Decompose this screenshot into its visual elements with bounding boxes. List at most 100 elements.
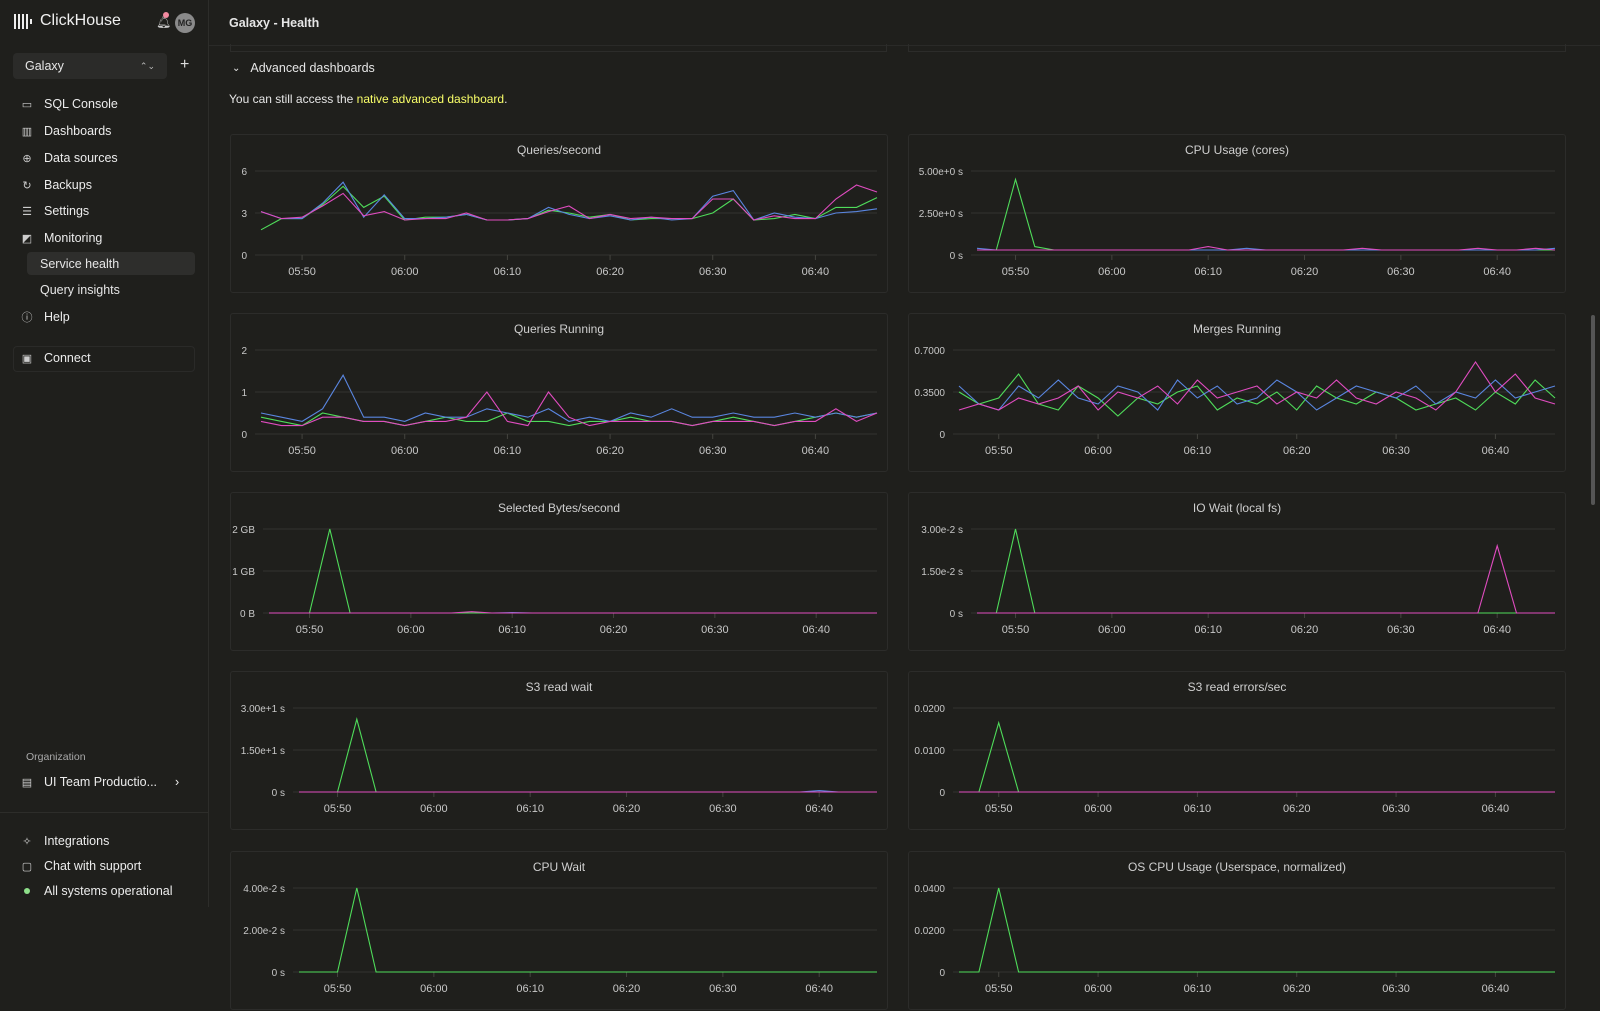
series-line (959, 380, 1555, 410)
page-title: Galaxy - Health (229, 16, 319, 30)
x-tick-label: 06:00 (1098, 624, 1126, 636)
clickhouse-logo[interactable]: ClickHouse (14, 12, 121, 30)
sliders-icon: ☰ (20, 205, 34, 218)
sidebar-item-service-health[interactable]: Service health (27, 252, 195, 275)
sidebar-item-integrations[interactable]: ✧Integrations (20, 834, 109, 848)
y-tick-label: 5.00e+0 s (919, 167, 963, 178)
data-sources-icon: ⊕ (20, 152, 34, 165)
y-tick-label: 0 s (272, 788, 285, 799)
x-tick-label: 06:30 (709, 803, 737, 815)
sidebar-item-sql-console[interactable]: ▭SQL Console (20, 97, 118, 111)
y-tick-label: 0 (939, 968, 945, 979)
sidebar-item-label: Backups (44, 178, 92, 192)
sidebar-item-dashboards[interactable]: ▥ Dashboards (20, 124, 111, 138)
notification-dot (163, 12, 169, 18)
y-tick-label: 0.0100 (914, 746, 945, 757)
monitoring-icon: ◩ (20, 232, 34, 245)
x-tick-label: 06:40 (1483, 266, 1511, 278)
chevron-down-icon: ⌄ (232, 63, 240, 74)
sidebar-item-label: Help (44, 310, 70, 324)
status-ok-icon (24, 888, 30, 894)
sidebar-item-label: Dashboards (44, 124, 111, 138)
x-tick-label: 06:00 (1084, 983, 1112, 995)
x-tick-label: 05:50 (296, 624, 324, 636)
x-tick-label: 06:00 (1084, 445, 1112, 457)
sidebar-item-label: Connect (44, 351, 91, 365)
add-service-button[interactable]: + (180, 56, 189, 74)
x-tick-label: 06:40 (805, 983, 833, 995)
organization-label: Organization (26, 751, 86, 763)
series-line (977, 546, 1555, 613)
x-tick-label: 05:50 (288, 266, 316, 278)
sidebar-item-settings[interactable]: ☰Settings (20, 204, 89, 218)
x-tick-label: 06:10 (1184, 445, 1212, 457)
y-tick-label: 0 B (240, 609, 255, 620)
x-tick-label: 06:10 (494, 445, 522, 457)
sidebar-item-help[interactable]: ⓘ Help (20, 309, 70, 325)
x-tick-label: 06:40 (1482, 803, 1510, 815)
x-tick-label: 06:00 (1084, 803, 1112, 815)
x-tick-label: 06:40 (1482, 445, 1510, 457)
organization-name: UI Team Productio... (44, 775, 157, 789)
bar-chart-icon: ▥ (20, 125, 34, 138)
series-line (261, 182, 877, 220)
x-tick-label: 06:10 (1184, 983, 1212, 995)
x-tick-label: 06:30 (709, 983, 737, 995)
avatar[interactable]: MG (175, 13, 195, 33)
sidebar-divider (0, 812, 209, 813)
y-tick-label: 1 GB (232, 567, 255, 578)
sidebar-item-connect[interactable]: ▣Connect (20, 351, 91, 365)
sidebar-item-query-insights[interactable]: Query insights (27, 278, 195, 301)
y-tick-label: 1.50e-2 s (921, 567, 963, 578)
info-suffix: . (504, 92, 507, 106)
y-tick-label: 0 (241, 430, 247, 441)
sidebar-item-label: SQL Console (44, 97, 118, 111)
advanced-dashboards-toggle[interactable]: ⌄ Advanced dashboards (232, 61, 375, 75)
sidebar-item-backups[interactable]: ↻Backups (20, 178, 92, 192)
x-tick-label: 06:10 (516, 803, 544, 815)
y-tick-label: 2.50e+0 s (919, 209, 963, 220)
help-icon: ⓘ (20, 309, 34, 325)
x-tick-label: 06:00 (391, 445, 419, 457)
x-tick-label: 06:20 (1283, 983, 1311, 995)
y-tick-label: 0 (939, 430, 945, 441)
bell-icon[interactable]: 🔔︎ (156, 15, 171, 29)
x-tick-label: 06:20 (1283, 445, 1311, 457)
organization-selector[interactable]: ▤UI Team Productio...› (20, 775, 179, 789)
x-tick-label: 06:20 (600, 624, 628, 636)
service-selector[interactable]: Galaxy ⌃⌄ (13, 53, 167, 79)
x-tick-label: 05:50 (1002, 624, 1030, 636)
sidebar-item-label: Chat with support (44, 859, 141, 873)
y-tick-label: 2 (241, 346, 247, 357)
sidebar-item-label: Monitoring (44, 231, 102, 245)
x-tick-label: 06:40 (802, 445, 830, 457)
x-tick-label: 05:50 (985, 445, 1013, 457)
x-tick-label: 05:50 (324, 983, 352, 995)
series-line (959, 362, 1555, 410)
sidebar-item-data-sources[interactable]: ⊕Data sources (20, 151, 118, 165)
service-name: Galaxy (25, 59, 64, 73)
sidebar-item-label: Integrations (44, 834, 109, 848)
scrollbar[interactable] (1591, 315, 1595, 505)
x-tick-label: 06:10 (498, 624, 526, 636)
y-tick-label: 0 s (950, 609, 963, 620)
sidebar-item-monitoring[interactable]: ◩ Monitoring (20, 231, 102, 245)
sidebar-item-chat-support[interactable]: ▢Chat with support (20, 859, 141, 873)
info-text: You can still access the native advanced… (229, 92, 507, 106)
system-status[interactable]: All systems operational (20, 884, 173, 898)
system-status-text: All systems operational (44, 884, 173, 898)
x-tick-label: 06:10 (1184, 803, 1212, 815)
native-dashboard-link[interactable]: native advanced dashboard (357, 92, 504, 106)
series-line (299, 719, 877, 792)
y-tick-label: 0 s (950, 251, 963, 262)
